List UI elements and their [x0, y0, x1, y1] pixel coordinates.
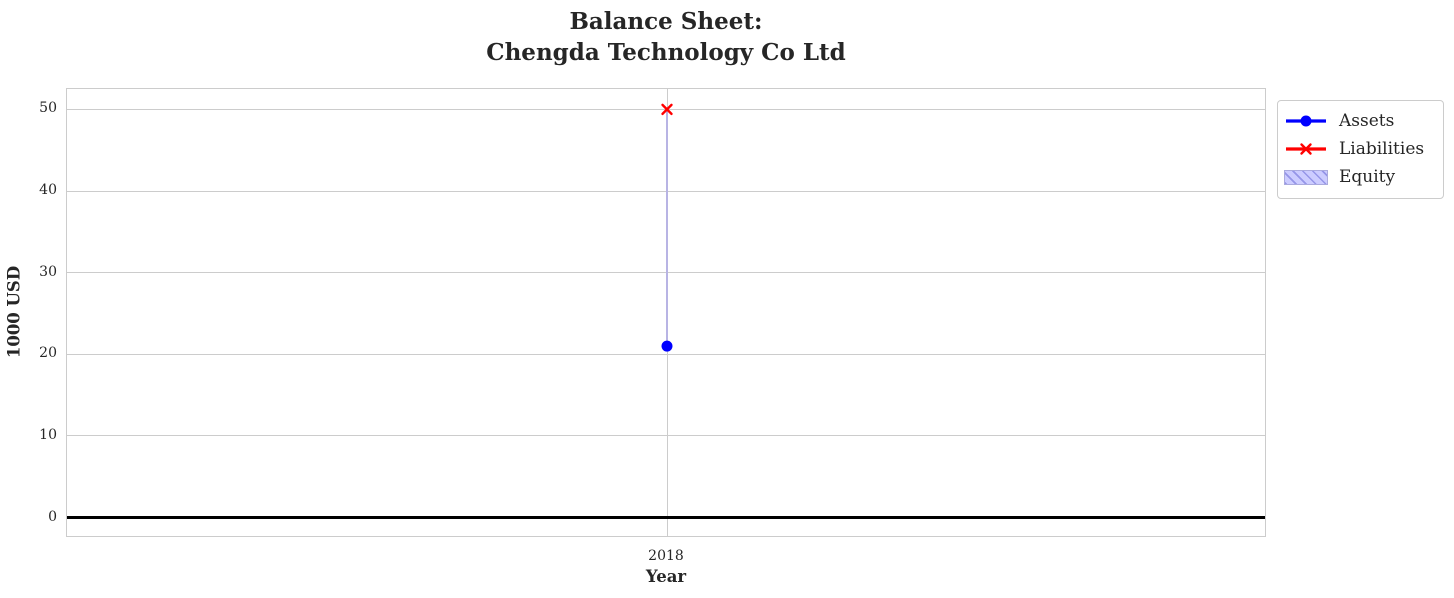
y-tick-label-10: 10 [39, 426, 57, 443]
legend: Assets Liabilities Equity [1277, 100, 1444, 199]
legend-row-assets: Assets [1284, 107, 1435, 135]
chart-title-line1: Balance Sheet: [569, 8, 763, 35]
y-gridline-20 [67, 353, 1265, 355]
equity-bar [665, 109, 669, 347]
legend-label-equity: Equity [1339, 167, 1396, 187]
liabilities-point-marker [661, 103, 673, 116]
legend-label-liabilities: Liabilities [1339, 139, 1425, 159]
y-tick-label-0: 0 [48, 508, 57, 525]
assets-line-swatch [1284, 113, 1328, 129]
y-tick-label-30: 30 [39, 263, 57, 280]
x-axis-tick-2018: 2018 [648, 548, 684, 564]
x-axis-label: Year [645, 567, 687, 586]
legend-row-liabilities: Liabilities [1284, 135, 1435, 163]
legend-label-assets: Assets [1339, 111, 1395, 131]
chart-title-line2: Chengda Technology Co Ltd [486, 39, 846, 66]
equity-hatch-patch [1284, 169, 1328, 185]
liabilities-line-swatch [1284, 141, 1328, 157]
y-tick-label-50: 50 [39, 100, 57, 117]
y-tick-label-40: 40 [39, 182, 57, 199]
zero-baseline [67, 516, 1265, 520]
y-tick-label-20: 20 [39, 345, 57, 362]
plot-area [66, 88, 1266, 537]
chart-title: Balance Sheet: Chengda Technology Co Ltd [66, 6, 1266, 68]
legend-row-equity: Equity [1284, 163, 1435, 191]
y-gridline-10 [67, 435, 1265, 437]
assets-point-marker [661, 340, 673, 352]
y-axis-label: 1000 USD [4, 265, 24, 359]
equity-patch-swatch [1284, 169, 1328, 185]
data-markers [661, 103, 673, 352]
